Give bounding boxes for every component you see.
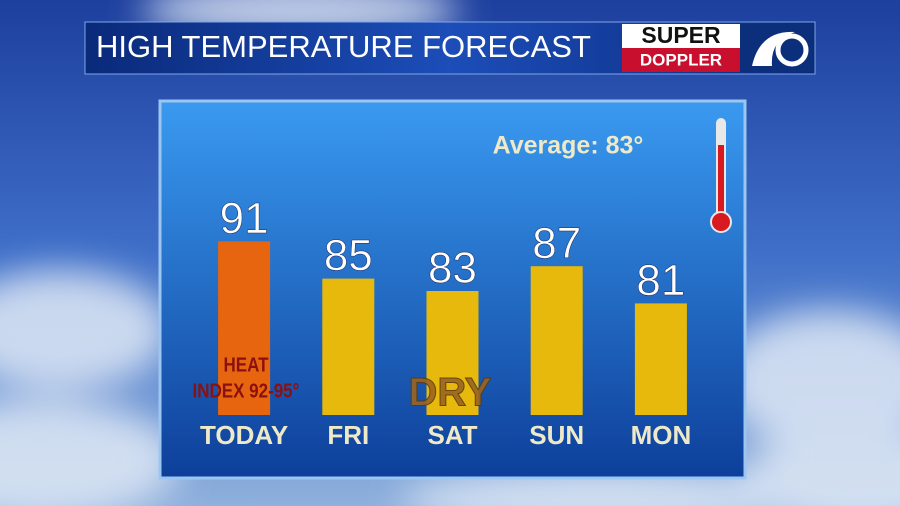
bar [322,278,375,415]
logo-text: SUPER [641,22,721,48]
value-label: 83 [428,244,477,293]
logo-text: DOPPLER [640,50,722,69]
bar [218,241,271,415]
value-label: 87 [532,219,581,268]
bar [530,266,583,415]
x-tick-label: MON [631,420,692,450]
x-tick-label: FRI [327,420,369,450]
chart-title: HIGH TEMPERATURE FORECAST [96,29,591,64]
x-tick-label: SAT [427,420,477,450]
value-label: 85 [324,231,373,280]
value-label: 81 [636,256,685,305]
annotation: INDEX 92-95° [193,379,300,402]
annotation: Average: 83° [493,132,644,160]
x-tick-label: TODAY [200,420,288,450]
annotation: HEAT [224,353,270,376]
thermometer [710,118,732,233]
x-tick-label: SUN [529,420,584,450]
annotation: DRY [409,371,492,415]
value-label: 91 [220,194,269,243]
logo [622,24,813,72]
bar [426,291,479,415]
bar [634,303,687,415]
